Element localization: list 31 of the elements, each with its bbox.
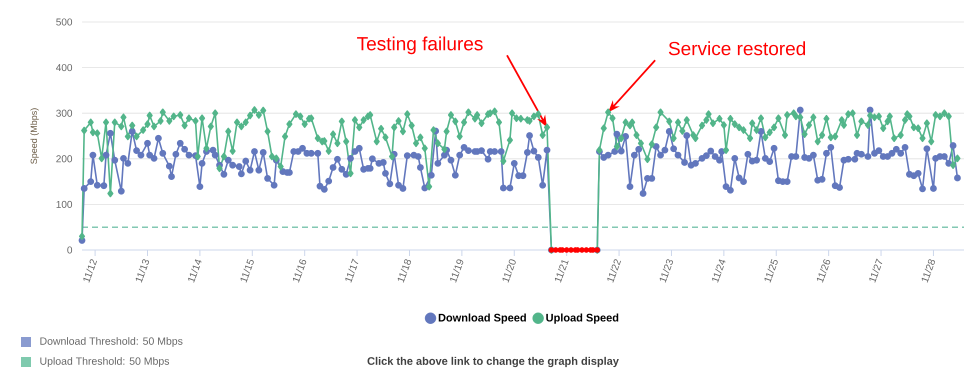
x-tick-label: 11/13 [136,259,150,283]
x-tick-label: 11/25 [764,258,778,283]
x-tick-label: 11/27 [869,258,882,283]
y-tick-label: 500 [56,18,72,26]
x-tick-label: 11/28 [922,259,935,283]
x-tick-label: 11/17 [345,258,358,283]
x-tick-label: 11/20 [502,259,516,283]
x-tick-label: 11/12 [83,259,98,283]
legend-label: Upload Speed [546,313,618,324]
x-tick-label: 11/16 [292,259,306,283]
x-tick-label: 11/24 [712,259,726,283]
y-tick-label: 100 [56,200,72,208]
legend-label: Upload Threshold: 50 Mbps [40,357,170,367]
x-tick-label: 11/22 [607,259,622,283]
y-tick-label: 200 [56,155,72,162]
x-tick-label: 11/23 [660,259,673,283]
y-tick-label: 0 [67,246,72,254]
y-tick-label: 300 [56,110,72,117]
legend-label: Download Threshold: 50 Mbps [40,337,183,347]
x-tick-label: 11/18 [398,259,411,283]
y-tick-label: 400 [56,64,72,72]
x-tick-label: 11/26 [816,259,830,283]
annotation: Service restored [668,41,806,56]
x-tick-label: 11/21 [554,260,569,283]
x-tick-label: 11/14 [188,259,202,283]
legend-label: Download Speed [438,313,526,324]
y-axis-title: Speed (Mbps) [30,108,39,164]
annotation: Testing failures [357,36,483,54]
text: Click the above link to change the graph display [368,356,619,368]
x-tick-label: 11/15 [240,258,254,283]
x-tick-label: 11/19 [450,259,464,283]
